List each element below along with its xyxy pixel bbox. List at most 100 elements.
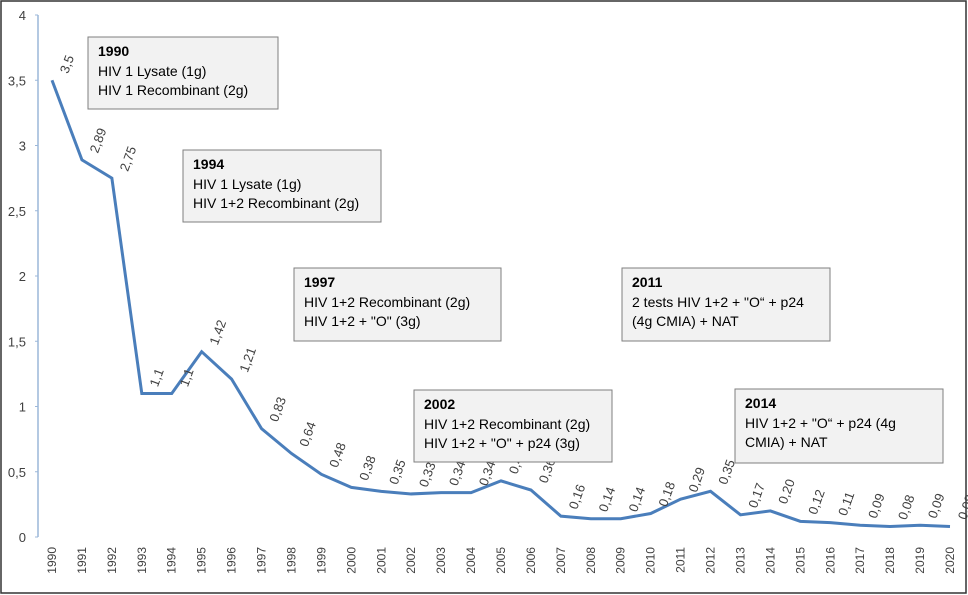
x-tick-label: 2002 xyxy=(404,547,418,574)
y-tick-label: 0,5 xyxy=(8,465,26,480)
annotation-line: HIV 1+2 + "O“ + p24 (4g xyxy=(745,415,896,431)
annotation-line: HIV 1+2 + "O" (3g) xyxy=(304,313,421,329)
value-label: 0,34 xyxy=(446,459,469,488)
x-tick-label: 1993 xyxy=(135,547,149,574)
value-label: 0,33 xyxy=(416,460,439,489)
value-label: 2,75 xyxy=(117,144,140,173)
x-tick-label: 1994 xyxy=(165,547,179,574)
value-label: 3,5 xyxy=(57,53,77,75)
annotation-line: HIV 1 Lysate (1g) xyxy=(193,176,301,192)
value-label: 1,1 xyxy=(147,366,167,388)
x-tick-label: 2008 xyxy=(584,547,598,574)
x-tick-label: 2020 xyxy=(943,547,957,574)
value-label: 0,14 xyxy=(625,485,648,514)
annotation-line: HIV 1 Recombinant (2g) xyxy=(98,82,248,98)
x-tick-label: 2011 xyxy=(674,547,688,573)
value-label: 0,35 xyxy=(386,457,409,486)
annotation: 2011 2 tests HIV 1+2 + "O“ + p24 (4g CMIA)… xyxy=(621,267,831,342)
annotation: 1994 HIV 1 Lysate (1g) HIV 1+2 Recombinant… xyxy=(182,149,382,223)
annotation-title: 2011 xyxy=(632,274,663,290)
value-label: 0,12 xyxy=(805,487,828,516)
annotation-box xyxy=(87,36,279,110)
annotation: 1990 HIV 1 Lysate (1g) HIV 1 Recombinant (… xyxy=(87,36,279,110)
x-tick-label: 1997 xyxy=(255,547,269,574)
y-tick-label: 2,5 xyxy=(8,204,26,219)
annotation-line: HIV 1+2 Recombinant (2g) xyxy=(424,416,590,432)
x-tick-label: 2010 xyxy=(644,547,658,574)
value-label: 0,14 xyxy=(596,485,619,514)
x-tick-label: 2003 xyxy=(434,547,448,574)
annotation-line: CMIA) + NAT xyxy=(745,434,828,450)
x-tick-label: 2014 xyxy=(763,547,777,574)
x-tick-label: 1990 xyxy=(45,547,59,574)
annotation-line: HIV 1 Lysate (1g) xyxy=(98,63,206,79)
x-tick-label: 2001 xyxy=(374,547,388,574)
y-tick-label: 1 xyxy=(19,400,26,415)
x-tick-label: 2017 xyxy=(853,547,867,574)
value-label: 1,1 xyxy=(176,366,196,388)
x-tick-label: 2016 xyxy=(823,547,837,574)
x-tick-label: 2009 xyxy=(614,547,628,574)
annotation-box xyxy=(182,149,382,223)
annotation-line: HIV 1+2 Recombinant (2g) xyxy=(304,294,470,310)
value-label: 2,89 xyxy=(87,126,110,155)
annotation-line: 2 tests HIV 1+2 + "O“ + p24 xyxy=(632,294,804,310)
annotation-title: 1997 xyxy=(304,274,335,290)
value-label: 1,42 xyxy=(206,318,229,347)
y-tick-label: 4 xyxy=(19,8,26,23)
x-tick-label: 2013 xyxy=(733,547,747,574)
annotation: 2014 HIV 1+2 + "O“ + p24 (4g CMIA) + NAT xyxy=(734,388,944,464)
annotation-title: 2002 xyxy=(424,396,455,412)
value-label: 0,20 xyxy=(775,477,798,506)
annotation-title: 2014 xyxy=(745,395,776,411)
value-label: 0,08 xyxy=(895,493,918,522)
x-tick-label: 2006 xyxy=(524,547,538,574)
value-label: 1,21 xyxy=(236,345,259,374)
x-tick-label: 2004 xyxy=(464,547,478,574)
value-label: 0,11 xyxy=(835,490,857,518)
value-label: 0,16 xyxy=(566,482,589,511)
x-tick-label: 2000 xyxy=(344,547,358,574)
value-label: 0,08 xyxy=(955,493,968,522)
value-label: 0,83 xyxy=(266,395,289,424)
annotation-line: HIV 1+2 Recombinant (2g) xyxy=(193,195,359,211)
x-tick-label: 1996 xyxy=(225,547,239,574)
annotation-title: 1990 xyxy=(98,43,129,59)
value-label: 0,09 xyxy=(865,491,888,520)
y-tick-label: 2 xyxy=(19,269,26,284)
annotation-box xyxy=(734,388,944,464)
annotation-title: 1994 xyxy=(193,156,224,172)
line xyxy=(50,79,951,529)
x-tick-label: 1998 xyxy=(284,547,298,574)
annotation-line: HIV 1+2 + "O" + p24 (3g) xyxy=(424,435,580,451)
value-label: 0,17 xyxy=(745,481,768,510)
annotation: 2002 HIV 1+2 Recombinant (2g) HIV 1+2 + "O… xyxy=(413,389,613,463)
x-tick-label: 2007 xyxy=(554,547,568,574)
x-tick-label: 1991 xyxy=(75,547,89,574)
x-tick-label: 2015 xyxy=(793,547,807,574)
value-label: 0,64 xyxy=(296,420,319,449)
annotation-box xyxy=(293,267,502,342)
x-tick-label: 2019 xyxy=(913,547,927,574)
value-label: 0,29 xyxy=(685,465,708,494)
x-tick-label: 1999 xyxy=(314,547,328,574)
value-label: 0,38 xyxy=(356,454,379,483)
annotation-line: (4g CMIA) + NAT xyxy=(632,313,739,329)
value-label: 0,18 xyxy=(655,480,678,509)
annotation-box xyxy=(413,389,613,463)
annotation: 1997 HIV 1+2 Recombinant (2g) HIV 1+2 + "O… xyxy=(293,267,502,342)
x-tick-label: 1995 xyxy=(195,547,209,574)
y-tick-label: 1,5 xyxy=(8,334,26,349)
value-label: 0,09 xyxy=(925,491,948,520)
y-tick-label: 3,5 xyxy=(8,73,26,88)
annotation-box xyxy=(621,267,831,342)
x-tick-label: 2018 xyxy=(883,547,897,574)
x-tick-label: 1992 xyxy=(105,547,119,574)
x-tick-label: 2012 xyxy=(704,547,718,574)
y-tick-label: 3 xyxy=(19,139,26,154)
y-tick-label: 0 xyxy=(19,530,26,545)
value-label: 0,48 xyxy=(326,440,349,469)
x-tick-label: 2005 xyxy=(494,547,508,574)
